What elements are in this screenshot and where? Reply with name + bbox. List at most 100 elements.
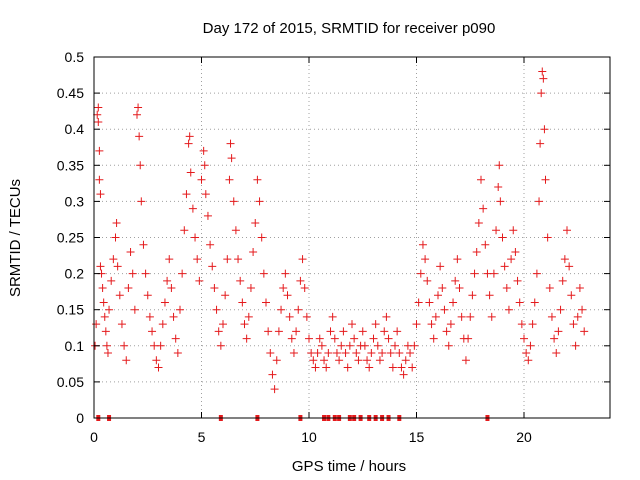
data-point (401, 356, 410, 365)
data-point (386, 349, 395, 358)
data-point (360, 341, 369, 350)
data-point (259, 269, 268, 278)
data-point (313, 349, 322, 358)
data-point (408, 363, 417, 372)
data-point (95, 146, 104, 155)
data-point (528, 320, 537, 329)
data-point (229, 197, 238, 206)
data-point (565, 262, 574, 271)
data-point (236, 276, 245, 285)
data-point (206, 240, 215, 249)
data-point (199, 146, 208, 155)
data-point (287, 334, 296, 343)
data-point (134, 103, 143, 112)
data-point (406, 349, 415, 358)
data-point (154, 363, 163, 372)
data-point (369, 334, 378, 343)
data-point (296, 276, 305, 285)
data-point (552, 349, 561, 358)
data-point (96, 262, 105, 271)
data-point (185, 132, 194, 141)
data-point (365, 363, 374, 372)
data-point (485, 291, 494, 300)
data-point (281, 269, 290, 278)
x-tick-label: 10 (301, 429, 317, 445)
data-point (148, 327, 157, 336)
data-point (492, 226, 501, 235)
data-point (393, 327, 402, 336)
data-point (163, 276, 172, 285)
data-point (554, 327, 563, 336)
data-point (522, 349, 531, 358)
data-point (253, 175, 262, 184)
data-point (98, 284, 107, 293)
data-point (285, 312, 294, 321)
data-point (315, 334, 324, 343)
data-point (223, 255, 232, 264)
y-tick-label: 0.2 (65, 266, 85, 282)
data-point (434, 291, 442, 300)
y-tick-label: 0.45 (57, 85, 84, 101)
data-point (455, 284, 464, 293)
data-point (391, 341, 399, 350)
data-point (352, 349, 361, 358)
data-point (105, 305, 114, 314)
data-point (112, 219, 121, 228)
data-point (496, 197, 505, 206)
data-point (156, 341, 165, 350)
data-point (186, 168, 195, 177)
data-point (214, 327, 223, 336)
data-point (423, 276, 432, 285)
data-point (182, 190, 191, 199)
plot-frame (93, 56, 611, 419)
data-point (399, 370, 408, 379)
data-point (575, 284, 584, 293)
data-point (543, 233, 552, 242)
data-point (511, 247, 520, 256)
data-point (536, 139, 545, 148)
y-axis-title: SRMTID / TECUs (7, 179, 24, 297)
data-point (466, 312, 475, 321)
data-point (240, 320, 249, 329)
x-tick-label: 5 (198, 429, 206, 445)
data-point (113, 262, 122, 271)
data-point (255, 197, 264, 206)
data-point (332, 349, 341, 358)
data-point (227, 154, 236, 163)
data-point (317, 341, 326, 350)
data-point (509, 226, 518, 235)
data-point (395, 349, 404, 358)
data-point (500, 262, 509, 271)
data-point (341, 349, 350, 358)
data-point (421, 255, 430, 264)
data-point (219, 320, 227, 329)
data-point (363, 356, 372, 365)
data-point (120, 341, 129, 350)
data-point (578, 305, 587, 314)
data-point (446, 320, 455, 329)
y-tick-label: 0.4 (65, 121, 85, 137)
data-point (524, 356, 533, 365)
data-point (94, 117, 103, 126)
data-point (535, 197, 544, 206)
data-point (311, 363, 320, 372)
data-point (200, 161, 209, 170)
data-point (103, 349, 112, 358)
data-point (438, 284, 447, 293)
data-point (176, 305, 184, 314)
data-point (537, 89, 546, 98)
data-point (264, 327, 273, 336)
data-point (270, 385, 279, 394)
data-point (184, 139, 193, 148)
data-point (165, 255, 174, 264)
data-point (216, 341, 225, 350)
data-point (115, 291, 124, 300)
data-point (474, 219, 483, 228)
data-point (567, 291, 576, 300)
data-point (431, 312, 440, 321)
data-point (416, 269, 425, 278)
data-point (457, 312, 466, 321)
data-point (294, 305, 303, 314)
data-point (337, 341, 346, 350)
